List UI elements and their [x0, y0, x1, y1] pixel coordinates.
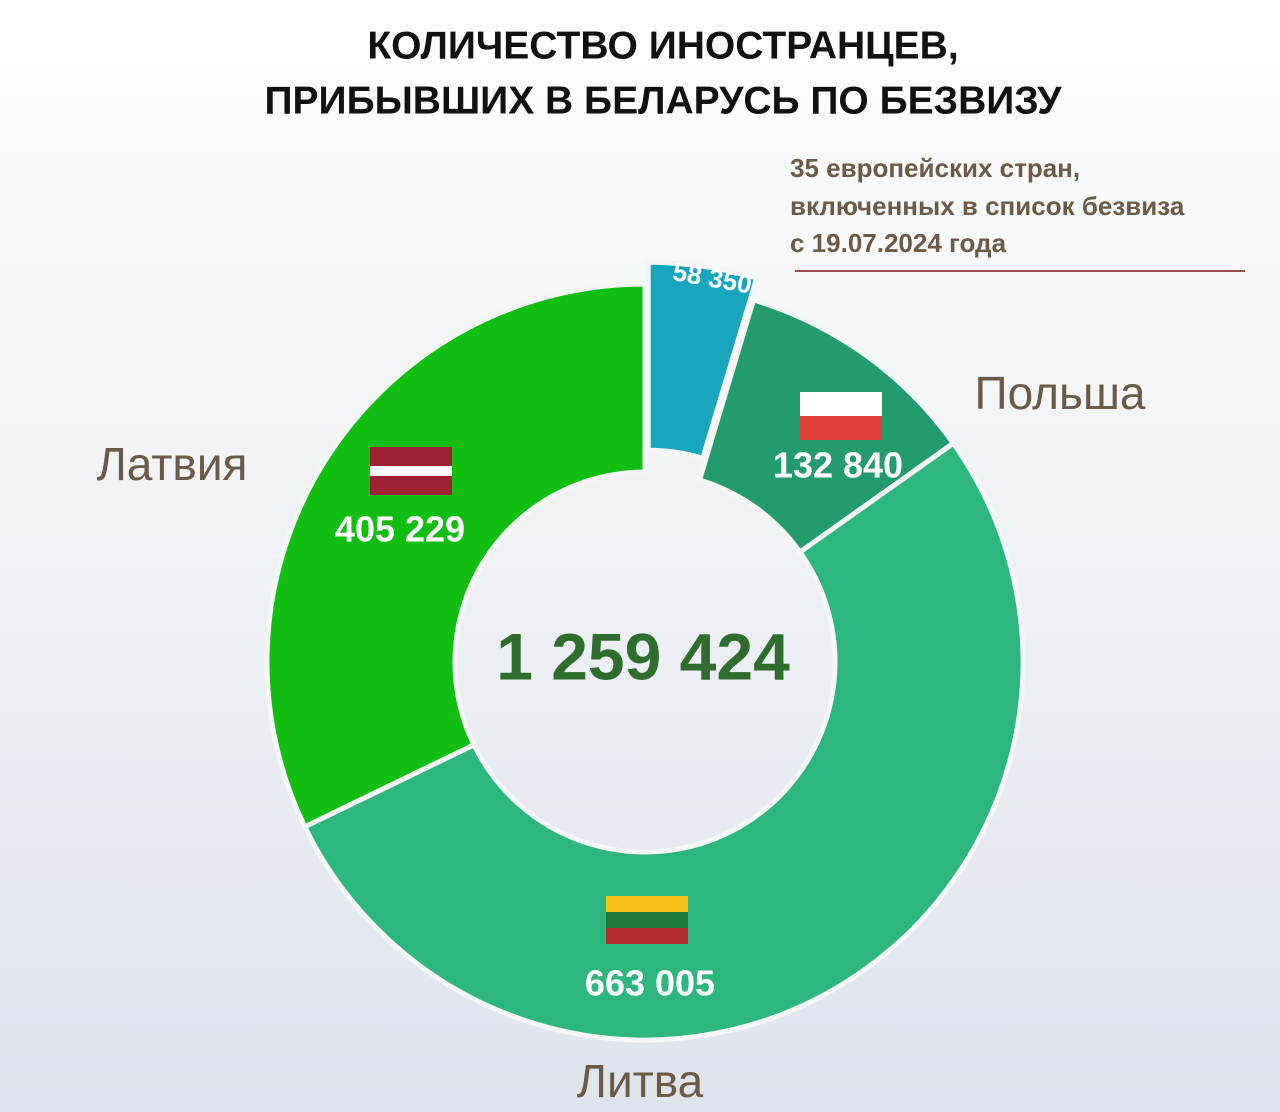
slice — [645, 259, 760, 462]
chart-title: ПРИБЫВШИХ В БЕЛАРУСЬ ПО БЕЗВИЗУ — [265, 79, 1063, 122]
value-label: 663 005 — [585, 963, 715, 1004]
flag-lithuania — [606, 896, 688, 944]
flag-poland — [800, 392, 882, 440]
category-label: Литва — [577, 1055, 704, 1107]
donut — [264, 259, 1026, 1043]
slice — [301, 439, 1026, 1043]
flag-latvia — [370, 447, 452, 495]
value-label: 132 840 — [773, 445, 903, 486]
category-label: Латвия — [97, 438, 248, 490]
slice — [264, 281, 648, 831]
category-label: Польша — [975, 367, 1146, 419]
total-label: 1 259 424 — [496, 619, 790, 693]
annotation: 35 европейских стран, — [790, 153, 1080, 183]
annotation: с 19.07.2024 года — [790, 228, 1007, 258]
value-label: 405 229 — [335, 509, 465, 550]
annotation: включенных в список безвиза — [790, 191, 1185, 221]
chart-title: КОЛИЧЕСТВО ИНОСТРАНЦЕВ, — [367, 24, 958, 67]
